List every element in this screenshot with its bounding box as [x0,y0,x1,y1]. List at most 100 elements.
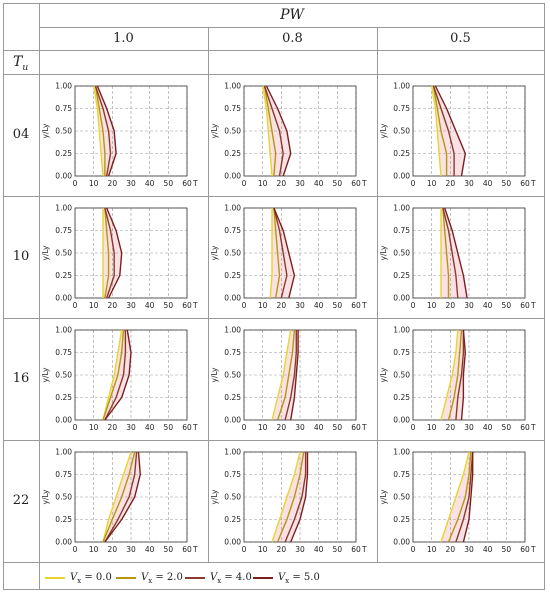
x-tick-label: 10 [427,545,437,554]
y-tick-label: 0.75 [224,348,241,357]
series-line [104,451,141,543]
x-tick-label: 40 [145,179,155,188]
x-tick-label: 0 [242,179,247,188]
x-tick-label: 50 [164,545,174,554]
y-tick-label: 0.25 [55,271,72,280]
series-line [276,329,296,421]
y-tick-label: 0.00 [224,538,241,547]
y-tick-label: 0.75 [224,470,241,479]
y-axis-label: y/Ly [210,245,219,260]
plot-frame [74,207,188,299]
x-tick-label: 10 [427,423,437,432]
y-tick-label: 0.25 [393,271,410,280]
x-axis-label: T [361,179,367,188]
x-tick-label: 30 [295,423,305,432]
x-tick-label: 30 [295,545,305,554]
x-tick-label: 50 [502,301,512,310]
x-tick-label: 60 [520,545,530,554]
x-tick-label: 20 [277,179,287,188]
x-tick-label: 60 [520,179,530,188]
x-tick-label: 40 [483,179,493,188]
series-line [271,451,301,543]
plot-frame [412,207,526,299]
y-tick-label: 0.50 [393,493,410,502]
y-tick-label: 1.00 [55,326,72,335]
y-tick-label: 0.00 [55,172,72,181]
chart-svg: 0 10 20 30 40 50 60 T 0.00 0.25 0.50 0.75 1.00 y/Ly [210,82,367,189]
x-tick-label: 30 [295,179,305,188]
x-tick-label: 0 [242,545,247,554]
x-axis-label: T [192,179,198,188]
x-tick-label: 0 [73,423,78,432]
series-line [447,329,463,421]
y-axis-label: y/Ly [41,123,50,138]
chart-svg: 0 10 20 30 40 50 60 T 0.00 0.25 0.50 0.75 1.00 y/Ly [210,448,367,555]
table-border-right [544,3,545,590]
y-tick-label: 1.00 [393,326,410,335]
legend-swatch [185,577,205,579]
chart-panel: 0 10 20 30 40 50 60 T 0.00 0.25 0.50 0.75 1.00 y/Ly [39,440,208,562]
y-tick-label: 1.00 [224,448,241,457]
chart-panel: 0 10 20 30 40 50 60 T 0.00 0.25 0.50 0.75 1.00 y/Ly [39,74,208,196]
table-row-divider [3,74,545,75]
y-tick-label: 0.00 [55,416,72,425]
legend-item: Vx = 0.0 [45,571,112,585]
y-tick-label: 1.00 [224,326,241,335]
x-tick-label: 0 [242,423,247,432]
series-line [273,207,281,299]
series-line [106,207,123,299]
series-line [460,329,466,421]
series-line [102,451,136,543]
chart-panel: 0 10 20 30 40 50 60 T 0.00 0.25 0.50 0.75 1.00 y/Ly [377,318,546,440]
x-tick-label: 50 [333,545,343,554]
pw-header: PW [280,7,304,23]
y-tick-label: 0.00 [393,294,410,303]
y-tick-label: 0.75 [55,348,72,357]
x-tick-label: 20 [108,301,118,310]
x-tick-label: 10 [427,179,437,188]
x-tick-label: 50 [164,179,174,188]
series-line [442,207,459,299]
series-line [104,329,132,421]
legend-item: Vx = 2.0 [116,571,183,585]
chart-panel: 0 10 20 30 40 50 60 T 0.00 0.25 0.50 0.75 1.00 y/Ly [377,74,546,196]
table-border-top [3,3,545,4]
legend-label: Vx = 4.0 [210,571,252,585]
x-axis-label: T [361,301,367,310]
x-axis-label: T [361,545,367,554]
series-line [96,85,117,177]
x-tick-label: 30 [464,423,474,432]
series-line [290,452,309,543]
series-line [263,85,284,177]
y-tick-label: 0.50 [393,127,410,136]
tu-value-row2: 10 [12,249,30,264]
x-tick-label: 50 [164,423,174,432]
x-tick-label: 10 [258,301,268,310]
x-tick-label: 50 [502,545,512,554]
x-tick-label: 50 [164,301,174,310]
series-line [455,451,474,543]
x-tick-label: 30 [295,301,305,310]
plot-frame [74,85,188,177]
x-tick-label: 0 [73,545,78,554]
x-tick-label: 30 [464,545,474,554]
x-tick-label: 0 [411,423,416,432]
x-tick-label: 40 [145,545,155,554]
series-line [102,329,123,421]
x-tick-label: 10 [258,545,268,554]
table-border-bottom [3,589,545,590]
y-tick-label: 1.00 [224,82,241,91]
y-tick-label: 0.25 [55,149,72,158]
y-tick-label: 1.00 [393,204,410,213]
tu-header-var: T [13,54,23,70]
x-axis-label: T [192,301,198,310]
x-tick-label: 60 [182,423,192,432]
series-line [104,451,138,543]
series-line [94,85,112,177]
series-line [263,85,277,177]
plot-frame [412,85,526,177]
y-tick-label: 0.50 [55,249,72,258]
legend-label: Vx = 5.0 [278,571,320,585]
table-col-divider [377,27,378,563]
x-tick-label: 30 [126,545,136,554]
